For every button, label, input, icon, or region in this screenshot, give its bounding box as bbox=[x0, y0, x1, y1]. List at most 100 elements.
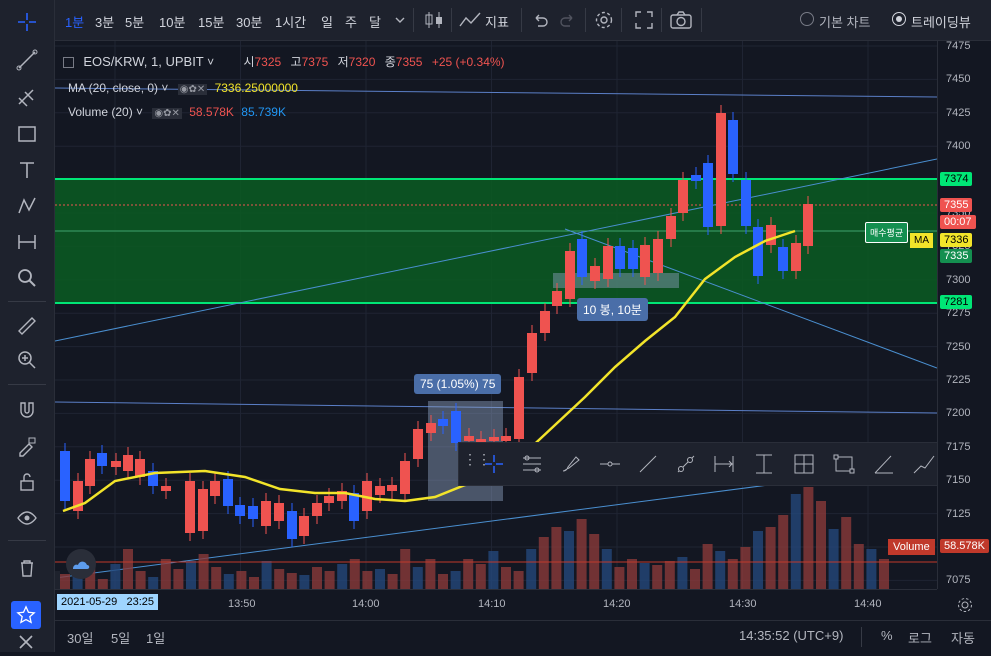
price-scale[interactable]: 7475745074257400737573507325730072757250… bbox=[888, 40, 991, 589]
chevron-down-icon[interactable]: ˅ bbox=[203, 55, 215, 69]
fib-icon[interactable] bbox=[519, 451, 545, 477]
crosshair-icon[interactable] bbox=[481, 451, 507, 477]
chart-pane[interactable]: EOS/KRW, 1, UPBIT ˅ 시7325 고7375 저7320 종7… bbox=[55, 41, 937, 589]
timeframe-week[interactable]: 주 bbox=[345, 15, 357, 30]
ray-icon[interactable] bbox=[673, 451, 699, 477]
timeframe-15m[interactable]: 15분 bbox=[198, 15, 225, 30]
indicator-controls[interactable]: ◉✿✕ bbox=[177, 84, 208, 95]
lock-drawing-icon[interactable] bbox=[11, 430, 43, 462]
close-icon[interactable] bbox=[14, 633, 38, 651]
symbol-title[interactable]: EOS/KRW, 1, UPBIT bbox=[83, 54, 204, 69]
timeframe-day[interactable]: 일 bbox=[321, 15, 333, 30]
volume-bar bbox=[538, 537, 549, 589]
eye-icon[interactable] bbox=[11, 502, 43, 534]
star-icon[interactable] bbox=[11, 601, 41, 629]
polyline-icon[interactable] bbox=[911, 451, 937, 477]
measure-icon[interactable] bbox=[11, 226, 43, 258]
fullscreen-icon[interactable] bbox=[633, 9, 655, 31]
auto-toggle[interactable]: 자동 bbox=[951, 631, 975, 646]
drag-handle-icon[interactable]: ⋮⋮ bbox=[463, 451, 491, 467]
trendline-icon[interactable] bbox=[11, 44, 43, 76]
angle-icon[interactable] bbox=[871, 451, 897, 477]
timeframe-month[interactable]: 달 bbox=[369, 15, 381, 30]
range-5d-button[interactable]: 5일 bbox=[111, 631, 131, 646]
timeframe-1h[interactable]: 1시간 bbox=[275, 15, 307, 30]
price-range-label[interactable]: 75 (1.05%) 75 bbox=[414, 374, 502, 394]
timeframe-1m[interactable]: 1분 bbox=[65, 15, 85, 30]
basic-chart-label[interactable]: 기본 차트 bbox=[819, 15, 871, 30]
candle-body bbox=[514, 377, 524, 439]
price-range-icon[interactable] bbox=[751, 451, 777, 477]
indicators-icon[interactable] bbox=[458, 9, 482, 31]
timeframe-5m[interactable]: 5분 bbox=[125, 15, 145, 30]
volume-bar bbox=[639, 563, 650, 589]
volume-bar bbox=[160, 559, 171, 589]
pattern-icon[interactable] bbox=[11, 190, 43, 222]
brush-icon[interactable] bbox=[559, 451, 585, 477]
candle-body bbox=[603, 246, 613, 279]
basic-chart-radio[interactable] bbox=[800, 12, 814, 26]
magnet-icon[interactable] bbox=[11, 394, 43, 426]
date-price-range-icon[interactable] bbox=[791, 451, 817, 477]
timeframe-10m[interactable]: 10분 bbox=[159, 15, 186, 30]
log-toggle[interactable]: 로그 bbox=[908, 631, 932, 646]
indicators-button[interactable]: 지표 bbox=[485, 15, 509, 30]
trendline-icon[interactable] bbox=[635, 451, 661, 477]
range-1d-button[interactable]: 1일 bbox=[146, 631, 166, 646]
time-tick: 13:50 bbox=[228, 598, 256, 610]
horizontal-ray-icon[interactable] bbox=[597, 451, 623, 477]
candle-body bbox=[476, 439, 486, 442]
chevron-down-icon[interactable]: ˅ bbox=[132, 105, 144, 119]
buy-average-label[interactable]: 매수평균 bbox=[865, 222, 909, 243]
candle-body bbox=[274, 503, 284, 521]
percent-toggle[interactable]: % bbox=[881, 628, 893, 643]
candle-body bbox=[375, 486, 385, 495]
scale-settings-icon[interactable] bbox=[955, 595, 975, 615]
chevron-down-icon[interactable] bbox=[395, 15, 405, 25]
collapse-icon[interactable] bbox=[63, 57, 74, 69]
range-30d-button[interactable]: 30일 bbox=[67, 631, 94, 646]
candle-body bbox=[678, 180, 688, 213]
high-label: 고 bbox=[290, 55, 302, 69]
lock-icon[interactable] bbox=[11, 466, 43, 498]
volume-bar bbox=[475, 564, 486, 589]
ma-label[interactable]: MA (20, close, 0) bbox=[68, 81, 159, 95]
ruler-icon[interactable] bbox=[11, 310, 43, 342]
candle-body bbox=[590, 266, 600, 281]
bars-range-label[interactable]: 10 봉, 10분 bbox=[577, 298, 648, 321]
timeframe-30m[interactable]: 30분 bbox=[236, 15, 263, 30]
rectangle-icon[interactable] bbox=[831, 451, 857, 477]
volume-bar bbox=[425, 559, 436, 589]
timeframe-3m[interactable]: 3분 bbox=[95, 15, 115, 30]
trash-icon[interactable] bbox=[11, 552, 43, 584]
volume-bar bbox=[803, 487, 814, 589]
tradingview-radio[interactable] bbox=[892, 12, 906, 26]
crosshair-icon[interactable] bbox=[11, 6, 43, 38]
volume-bar bbox=[690, 569, 700, 589]
chevron-down-icon[interactable]: ˅ bbox=[158, 81, 169, 95]
camera-icon[interactable] bbox=[669, 9, 693, 31]
time-tick: 14:30 bbox=[729, 598, 757, 610]
time-scale[interactable]: 13:50 14:00 14:10 14:20 14:30 14:40 2021… bbox=[55, 589, 937, 620]
volume-bar bbox=[186, 561, 196, 589]
redo-icon[interactable] bbox=[559, 11, 577, 29]
pitchfork-icon[interactable] bbox=[11, 82, 43, 114]
candles-icon[interactable] bbox=[423, 9, 445, 31]
volume-label[interactable]: Volume (20) bbox=[68, 105, 133, 119]
text-icon[interactable] bbox=[11, 154, 43, 186]
chart-canvas[interactable] bbox=[55, 41, 937, 589]
clock[interactable]: 14:35:52 (UTC+9) bbox=[739, 628, 844, 643]
rectangle-icon[interactable] bbox=[11, 118, 43, 150]
zoom-in-icon[interactable] bbox=[11, 344, 43, 376]
divider bbox=[8, 384, 46, 385]
gear-icon[interactable] bbox=[593, 9, 615, 31]
date-range-icon[interactable] bbox=[711, 451, 737, 477]
volume-ma-value: 85.739K bbox=[241, 105, 286, 119]
zoom-icon[interactable] bbox=[11, 262, 43, 294]
chevron-left-icon[interactable]: ‹ bbox=[55, 571, 60, 589]
indicator-controls[interactable]: ◉✿✕ bbox=[152, 108, 182, 119]
undo-icon[interactable] bbox=[531, 11, 549, 29]
volume-bar bbox=[450, 571, 461, 589]
volume-bar bbox=[236, 571, 247, 589]
tradingview-label[interactable]: 트레이딩뷰 bbox=[911, 15, 971, 30]
